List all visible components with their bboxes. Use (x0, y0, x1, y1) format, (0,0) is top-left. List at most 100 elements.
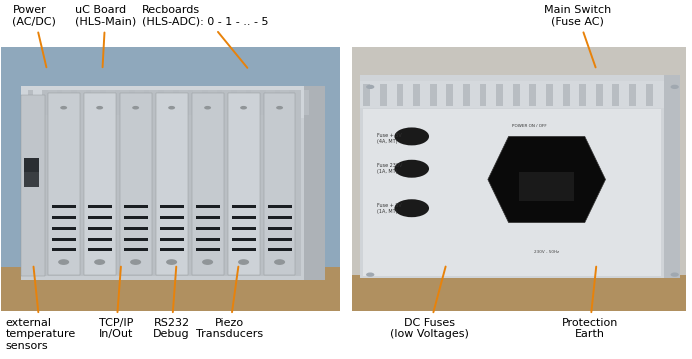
Circle shape (204, 106, 211, 109)
Bar (304, 90, 309, 115)
Text: Recboards
(HLS-ADC): 0 - 1 - .. - 5: Recboards (HLS-ADC): 0 - 1 - .. - 5 (142, 5, 268, 68)
Text: RS232
Debug: RS232 Debug (154, 267, 190, 339)
Bar (88, 227, 112, 230)
Circle shape (366, 85, 374, 89)
Bar (260, 90, 266, 115)
Bar (48, 93, 80, 275)
Bar (88, 238, 112, 241)
Bar (480, 84, 486, 106)
Bar (160, 205, 184, 208)
Bar (86, 90, 91, 115)
Bar (158, 90, 164, 115)
Bar (196, 238, 220, 241)
Bar (202, 90, 208, 115)
Bar (124, 248, 148, 251)
Bar (232, 238, 256, 241)
Bar (352, 275, 686, 311)
Circle shape (671, 85, 679, 89)
Bar (52, 227, 76, 230)
Bar (231, 90, 237, 115)
Circle shape (168, 106, 175, 109)
Bar (84, 93, 116, 275)
Bar (196, 248, 220, 251)
Bar (124, 216, 148, 219)
Bar (124, 205, 148, 208)
Bar (596, 84, 603, 106)
Circle shape (202, 259, 213, 265)
Text: Fuse + 8V
(1A, MT): Fuse + 8V (1A, MT) (377, 203, 402, 214)
Bar (629, 84, 636, 106)
Circle shape (240, 106, 247, 109)
Bar (397, 84, 403, 106)
Bar (1, 47, 340, 311)
Text: Fuse + 5V
(4A, MT): Fuse + 5V (4A, MT) (377, 133, 402, 144)
Text: Protection
Earth: Protection Earth (561, 267, 618, 339)
Bar (664, 75, 680, 278)
Bar (496, 84, 503, 106)
Bar (57, 90, 62, 115)
Bar (430, 84, 437, 106)
Bar (360, 81, 678, 108)
Circle shape (394, 160, 429, 178)
Bar (268, 238, 292, 241)
Bar (232, 227, 256, 230)
Bar (360, 75, 678, 278)
Bar (380, 84, 387, 106)
Circle shape (58, 259, 69, 265)
Bar (363, 109, 661, 276)
Bar (88, 216, 112, 219)
Bar (275, 90, 280, 115)
Bar (115, 90, 120, 115)
Bar (232, 216, 256, 219)
Bar (52, 205, 76, 208)
Bar (88, 205, 112, 208)
Bar (24, 158, 39, 172)
Circle shape (394, 199, 429, 217)
Bar (413, 84, 420, 106)
Text: POWER ON / OFF: POWER ON / OFF (512, 125, 547, 129)
Bar (160, 216, 184, 219)
Bar (42, 90, 48, 115)
Text: 230V - 50Hz: 230V - 50Hz (534, 250, 559, 254)
Circle shape (60, 106, 67, 109)
Text: Main Switch
(Fuse AC): Main Switch (Fuse AC) (544, 5, 612, 67)
Bar (52, 248, 76, 251)
Bar (232, 248, 256, 251)
Bar (21, 95, 45, 276)
Bar (192, 93, 224, 275)
Circle shape (94, 259, 105, 265)
Bar (519, 172, 574, 201)
Bar (160, 238, 184, 241)
Bar (352, 47, 686, 311)
Bar (196, 205, 220, 208)
Bar (304, 86, 325, 280)
Bar (196, 216, 220, 219)
Bar (144, 90, 149, 115)
Bar (71, 90, 77, 115)
Text: DC Fuses
(low Voltages): DC Fuses (low Voltages) (390, 266, 468, 339)
Bar (21, 86, 325, 118)
Bar (52, 238, 76, 241)
Bar (28, 90, 33, 115)
Bar (246, 90, 251, 115)
Bar (268, 248, 292, 251)
Bar (529, 84, 536, 106)
Text: external
temperature
sensors: external temperature sensors (6, 267, 76, 351)
Bar (446, 84, 453, 106)
Circle shape (132, 106, 139, 109)
Circle shape (96, 106, 103, 109)
Bar (579, 84, 586, 106)
Circle shape (366, 272, 374, 277)
Bar (100, 90, 106, 115)
Bar (264, 93, 295, 275)
Circle shape (130, 259, 141, 265)
Bar (52, 216, 76, 219)
Bar (24, 172, 39, 187)
Bar (546, 84, 553, 106)
Bar (88, 248, 112, 251)
Bar (612, 84, 619, 106)
Bar (160, 227, 184, 230)
Text: Piezo
Transducers: Piezo Transducers (196, 267, 264, 339)
Bar (188, 90, 193, 115)
Bar (463, 84, 470, 106)
